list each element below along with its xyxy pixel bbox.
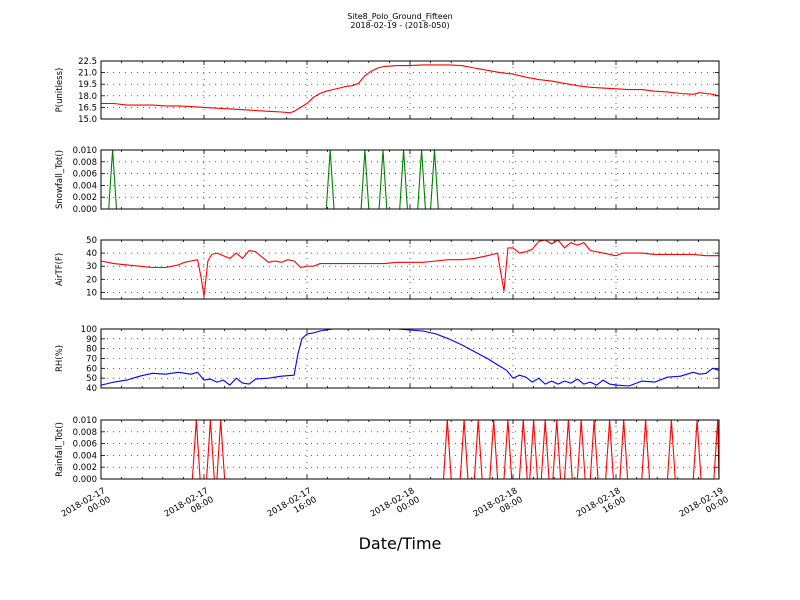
- panel-4-ytick-label-0: 40: [86, 384, 97, 394]
- panel-5-ytick-label-3: 0.006: [73, 440, 97, 450]
- panel-1-ylabel: P(unitless): [55, 68, 65, 113]
- figure-subtitle: 2018-02-19 - (2018-050): [350, 21, 450, 30]
- panel-2-ytick-label-5: 0.010: [73, 146, 97, 156]
- panel-2-frame: [100, 149, 720, 210]
- panel-3-ytick-label-0: 10: [86, 288, 97, 298]
- panel-5-ytick-label-5: 0.010: [73, 416, 97, 426]
- panel-5-ylabel: Rainfall_Tot(): [55, 422, 65, 477]
- panel-5-ytick-label-0: 0.000: [73, 475, 97, 485]
- panel-2-ytick-label-4: 0.008: [73, 158, 97, 168]
- panel-1-ytick-label-2: 18.0: [78, 92, 97, 102]
- figure-title: Site8_Polo_Ground_Fifteen: [347, 12, 453, 21]
- x-axis-label: Date/Time: [358, 534, 442, 553]
- panel-5-ytick-label-1: 0.002: [73, 463, 97, 473]
- panel-4-ytick-label-6: 100: [81, 325, 97, 335]
- panel-1-ytick-label-4: 21.0: [78, 69, 97, 79]
- panel-4-ytick-label-2: 60: [86, 364, 97, 374]
- panel-4-ytick-label-5: 90: [86, 335, 97, 345]
- panel-3-ytick-label-1: 20: [86, 275, 97, 285]
- panel-2-ylabel: Snowfall_Tot(): [55, 150, 65, 209]
- panel-5-ytick-label-2: 0.004: [73, 451, 97, 461]
- panel-5-ytick-label-4: 0.008: [73, 428, 97, 438]
- panel-3-series-line-0: [100, 239, 719, 297]
- panel-4-ytick-label-1: 50: [86, 374, 97, 384]
- panel-5-series-line-0: [101, 419, 720, 480]
- panel-2-ytick-label-3: 0.006: [73, 170, 97, 180]
- panel-2-ytick-label-1: 0.002: [73, 193, 97, 203]
- panel-3-ytick-label-3: 40: [86, 249, 97, 259]
- panel-2-series-line-0: [101, 149, 719, 210]
- panel-1-ytick-label-5: 22.5: [78, 57, 97, 67]
- panel-3-frame: [100, 239, 720, 300]
- panel-1-frame: [100, 60, 720, 120]
- panel-1-ytick-label-3: 19.5: [78, 80, 97, 90]
- panel-4-ylabel: RH(%): [55, 345, 65, 372]
- panel-4-ytick-label-4: 80: [86, 345, 97, 355]
- panel-4-series-line-0: [100, 328, 720, 387]
- panel-3-ytick-label-4: 50: [86, 236, 97, 246]
- panel-5-frame: [100, 419, 720, 480]
- panel-3-ylabel: AirTF(F): [55, 253, 65, 286]
- panel-1-ytick-label-1: 16.5: [78, 103, 97, 113]
- panel-1-ytick-label-0: 15.0: [78, 115, 97, 125]
- panel-2-ytick-label-2: 0.004: [73, 181, 97, 191]
- panel-4-frame: [100, 328, 720, 389]
- panel-2-ytick-label-0: 0.000: [73, 205, 97, 215]
- panel-3-ytick-label-2: 30: [86, 262, 97, 272]
- panel-1-series-line-0: [101, 64, 720, 114]
- panel-4-ytick-label-3: 70: [86, 355, 97, 365]
